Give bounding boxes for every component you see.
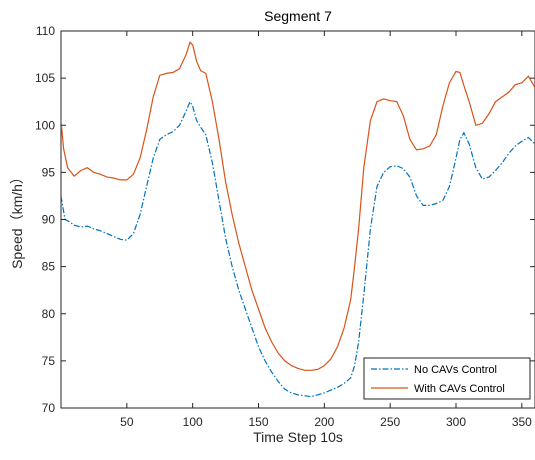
chart-title: Segment 7 bbox=[264, 8, 332, 24]
series-layer bbox=[61, 41, 535, 398]
x-tick-label: 350 bbox=[512, 415, 532, 429]
x-axis: 50 100 150 200 250 300 350 bbox=[120, 31, 532, 429]
plot-area bbox=[60, 30, 535, 409]
y-tick-label: 75 bbox=[42, 354, 56, 368]
series-line-with-cavs-control bbox=[61, 41, 535, 371]
y-tick-label: 110 bbox=[36, 24, 55, 38]
plot-frame bbox=[60, 30, 535, 409]
y-tick-label: 70 bbox=[42, 401, 56, 415]
legend-label-no-cavs: No CAVs Control bbox=[414, 364, 497, 376]
x-tick-label: 100 bbox=[183, 415, 203, 429]
y-axis: 70 75 80 85 90 95 100 105 110 bbox=[35, 24, 535, 415]
y-axis-title: Speed（km/h） bbox=[9, 170, 25, 269]
x-tick-label: 50 bbox=[120, 415, 134, 429]
x-tick-label: 150 bbox=[248, 415, 268, 429]
y-tick-label: 80 bbox=[42, 307, 56, 321]
legend: No CAVs Control With CAVs Control bbox=[363, 357, 531, 400]
legend-box bbox=[363, 357, 531, 400]
x-tick-label: 300 bbox=[446, 415, 466, 429]
x-tick-label: 200 bbox=[314, 415, 334, 429]
series-line-no-cavs-control bbox=[61, 100, 535, 398]
x-axis-title: Time Step 10s bbox=[253, 429, 343, 445]
y-tick-label: 105 bbox=[35, 71, 55, 85]
y-tick-label: 100 bbox=[35, 118, 55, 132]
y-tick-label: 95 bbox=[42, 165, 56, 179]
y-tick-label: 90 bbox=[42, 213, 56, 227]
legend-label-with-cavs: With CAVs Control bbox=[414, 383, 505, 395]
x-tick-label: 250 bbox=[380, 415, 400, 429]
y-tick-label: 85 bbox=[42, 260, 56, 274]
